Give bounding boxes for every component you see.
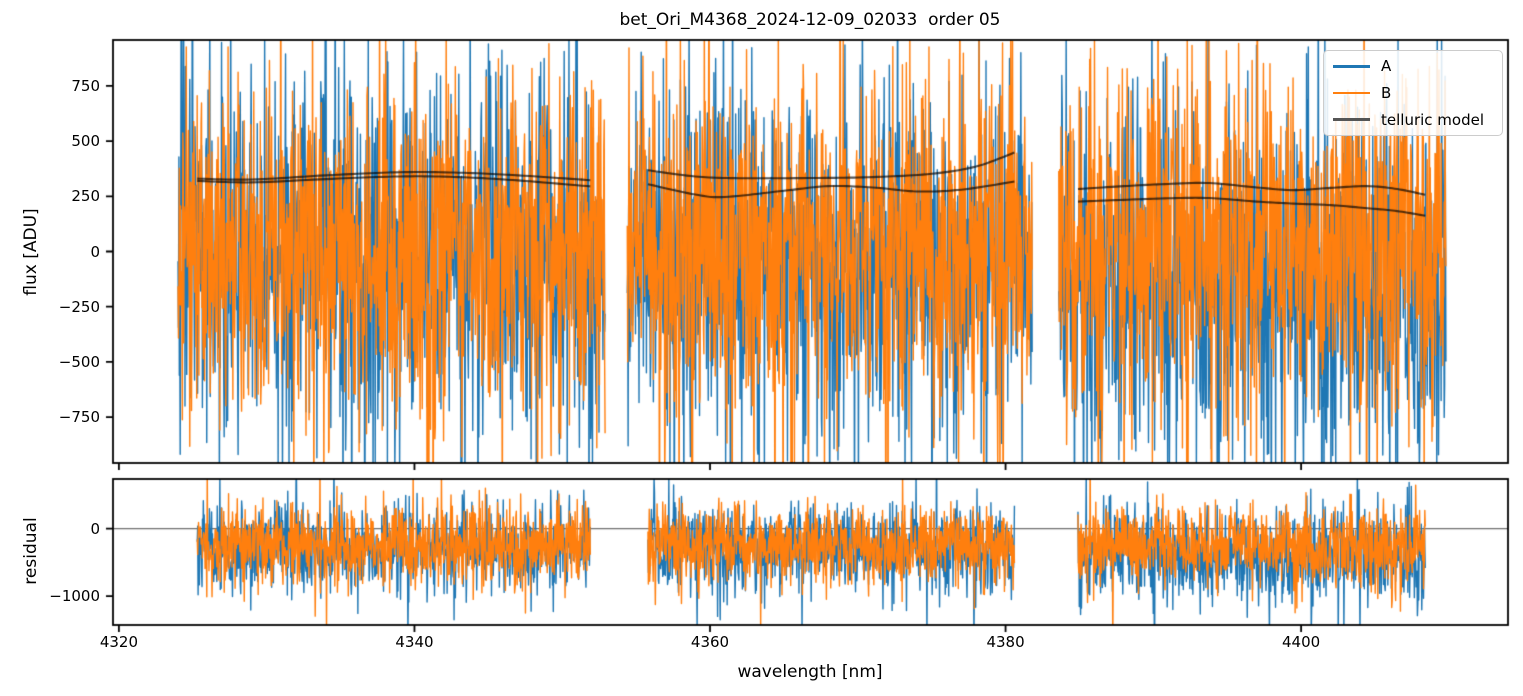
wavelength-axis-label: wavelength [nm] xyxy=(737,662,883,682)
flux-y-tick-label: 750 xyxy=(71,76,100,95)
flux-y-tick-label: 0 xyxy=(90,242,100,261)
chart-title: bet_Ori_M4368_2024-12-09_02033 order 05 xyxy=(619,10,1001,30)
x-tick-label: 4380 xyxy=(986,633,1025,651)
flux-y-tick-label: 500 xyxy=(71,132,100,151)
flux-y-tick-label: −250 xyxy=(58,297,100,316)
legend-label-b: B xyxy=(1381,83,1392,102)
legend-line-a-icon xyxy=(1333,65,1370,68)
legend-label-a: A xyxy=(1381,57,1392,76)
legend-line-telluric-icon xyxy=(1333,118,1370,121)
legend-line-b-icon xyxy=(1333,91,1370,95)
residual-y-tick-label: −1000 xyxy=(49,587,100,606)
flux-y-tick-label: 250 xyxy=(71,187,100,206)
x-tick-label: 4320 xyxy=(99,633,138,651)
legend-item-telluric-model: telluric model xyxy=(1324,111,1502,129)
flux-y-tick-label: −500 xyxy=(58,352,100,371)
legend-item-a: A xyxy=(1324,57,1502,75)
residual-y-tick-label: 0 xyxy=(90,519,100,538)
flux-y-tick-label: −750 xyxy=(58,408,100,427)
legend-label-telluric-model: telluric model xyxy=(1381,110,1485,129)
x-tick-label: 4400 xyxy=(1282,633,1321,651)
x-tick-label: 4340 xyxy=(395,633,434,651)
legend-item-b: B xyxy=(1324,84,1502,102)
legend: A B telluric model xyxy=(1323,50,1503,136)
x-tick-label: 4360 xyxy=(690,633,730,651)
